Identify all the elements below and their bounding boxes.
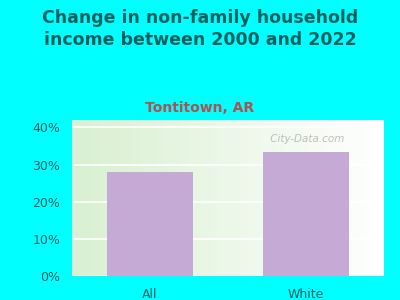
Text: Change in non-family household
income between 2000 and 2022: Change in non-family household income be… (42, 9, 358, 49)
Bar (107, 172, 193, 276)
Text: City-Data.com: City-Data.com (267, 134, 345, 144)
Text: Tontitown, AR: Tontitown, AR (146, 100, 254, 115)
Bar (263, 152, 349, 276)
